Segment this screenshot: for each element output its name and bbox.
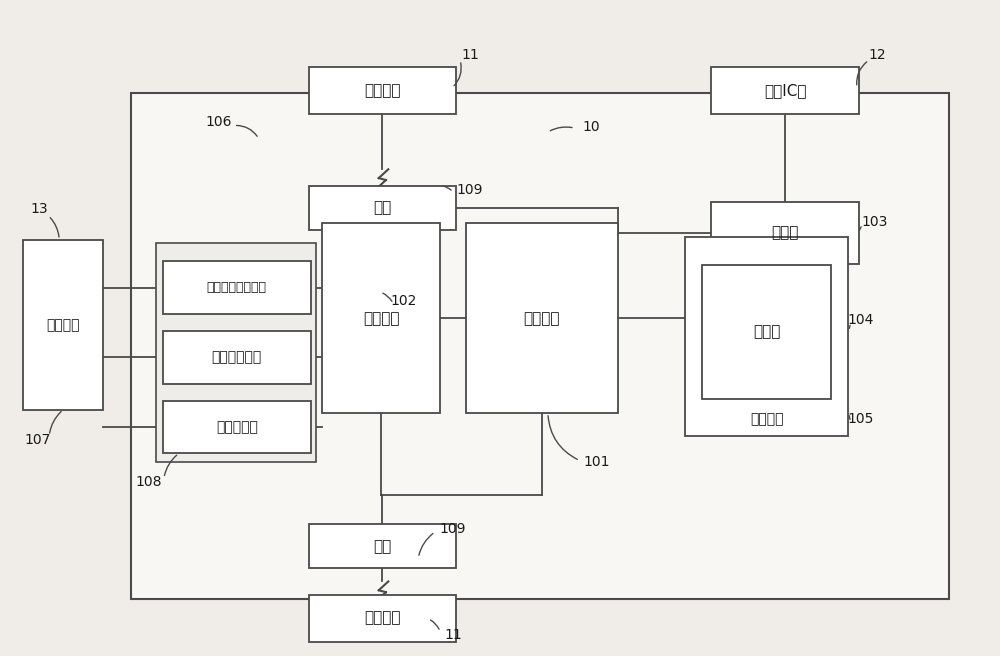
Text: 11: 11 <box>461 48 479 62</box>
Text: 102: 102 <box>390 294 416 308</box>
Bar <box>23 240 103 409</box>
Text: 107: 107 <box>24 434 50 447</box>
Text: 后端设备: 后端设备 <box>46 318 80 332</box>
Text: 指纹采集器: 指纹采集器 <box>216 420 258 434</box>
Text: 天线: 天线 <box>373 539 391 554</box>
Text: 13: 13 <box>30 202 48 216</box>
Text: 读卡器: 读卡器 <box>772 226 799 241</box>
Bar <box>466 224 618 413</box>
Text: 显示屏: 显示屏 <box>753 324 780 339</box>
Bar <box>309 524 456 568</box>
Bar <box>685 237 848 436</box>
Text: 104: 104 <box>848 313 874 327</box>
Text: 路测单元: 路测单元 <box>364 83 401 98</box>
Bar <box>711 202 859 264</box>
Text: 金融IC卡: 金融IC卡 <box>764 83 806 98</box>
Text: 通用串行总线接口: 通用串行总线接口 <box>207 281 267 294</box>
Bar <box>309 594 456 642</box>
Text: 109: 109 <box>440 522 466 536</box>
Text: 108: 108 <box>136 474 162 489</box>
Bar <box>163 401 311 453</box>
Bar <box>309 186 456 230</box>
Text: 路测单元: 路测单元 <box>364 611 401 626</box>
Bar <box>702 264 831 399</box>
Text: 11: 11 <box>444 628 462 642</box>
Text: 101: 101 <box>583 455 610 469</box>
Text: 辅助信号接口: 辅助信号接口 <box>212 350 262 364</box>
Text: 通信模块: 通信模块 <box>363 311 400 325</box>
Bar <box>163 331 311 384</box>
Text: 10: 10 <box>583 120 601 134</box>
Text: 106: 106 <box>206 115 232 129</box>
Text: 显示电路: 显示电路 <box>750 413 784 426</box>
Text: 109: 109 <box>457 182 483 197</box>
Bar <box>163 261 311 314</box>
Bar <box>322 224 440 413</box>
Bar <box>131 93 949 599</box>
Text: 103: 103 <box>862 215 888 229</box>
Bar <box>309 67 456 113</box>
Bar <box>156 243 316 462</box>
Text: 105: 105 <box>848 413 874 426</box>
Text: 主控芯片: 主控芯片 <box>524 311 560 325</box>
Bar <box>711 67 859 113</box>
Text: 天线: 天线 <box>373 200 391 215</box>
Text: 12: 12 <box>868 48 886 62</box>
